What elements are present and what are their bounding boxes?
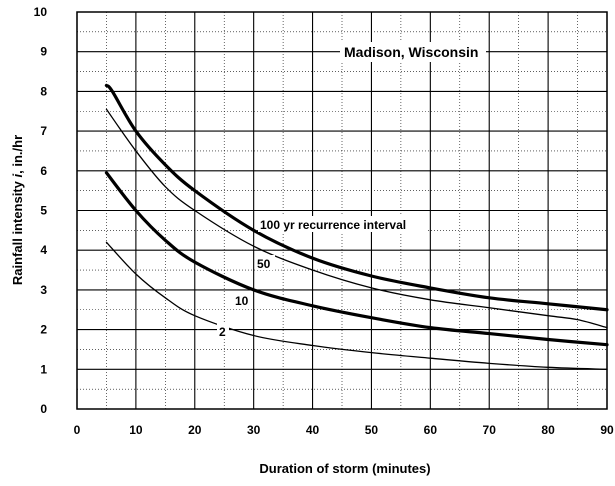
series-line-1 — [105, 108, 608, 329]
y-tick-label: 9 — [40, 45, 47, 59]
series-label-50: 50 — [257, 257, 271, 271]
series-label-100yr: 100 yr recurrence interval — [260, 218, 406, 232]
x-tick-label: 0 — [74, 423, 81, 437]
series-label-2: 2 — [219, 325, 226, 339]
y-tick-label: 7 — [40, 124, 47, 138]
label-100-background — [258, 216, 428, 232]
x-tick-label: 10 — [129, 423, 143, 437]
series-label-10: 10 — [235, 294, 249, 308]
label-2-background — [217, 323, 229, 338]
x-tick-label: 60 — [424, 423, 438, 437]
label-10-background — [233, 292, 253, 307]
series-lines — [104, 83, 609, 370]
x-tick-label: 90 — [600, 423, 614, 437]
x-tick-label: 20 — [188, 423, 202, 437]
series-line-3 — [105, 241, 608, 370]
plot-frame — [76, 11, 608, 410]
x-tick-label: 40 — [306, 423, 320, 437]
y-tick-labels: 0 1 2 3 4 5 6 7 8 9 10 — [34, 5, 48, 416]
series-line-0 — [104, 83, 609, 312]
y-tick-label: 8 — [40, 84, 47, 98]
x-tick-labels: 0 10 20 30 40 50 60 70 80 90 — [74, 423, 614, 437]
series-line-2 — [104, 171, 609, 347]
y-tick-label: 4 — [40, 243, 47, 257]
y-tick-label: 10 — [34, 5, 48, 19]
x-tick-label: 50 — [365, 423, 379, 437]
x-tick-label: 30 — [247, 423, 261, 437]
y-tick-label: 1 — [40, 362, 47, 376]
y-tick-label: 3 — [40, 283, 47, 297]
y-tick-label: 5 — [40, 204, 47, 218]
x-tick-label: 80 — [541, 423, 555, 437]
x-tick-label: 70 — [483, 423, 497, 437]
chart-title-background — [340, 42, 486, 62]
y-axis-title: Rainfall intensity i, in./hr — [10, 135, 25, 285]
y-tick-label: 2 — [40, 323, 47, 337]
x-axis-title: Duration of storm (minutes) — [259, 461, 430, 476]
chart-title: Madison, Wisconsin — [344, 44, 478, 60]
label-50-background — [255, 255, 275, 270]
y-tick-label: 6 — [40, 164, 47, 178]
y-tick-label: 0 — [40, 402, 47, 416]
